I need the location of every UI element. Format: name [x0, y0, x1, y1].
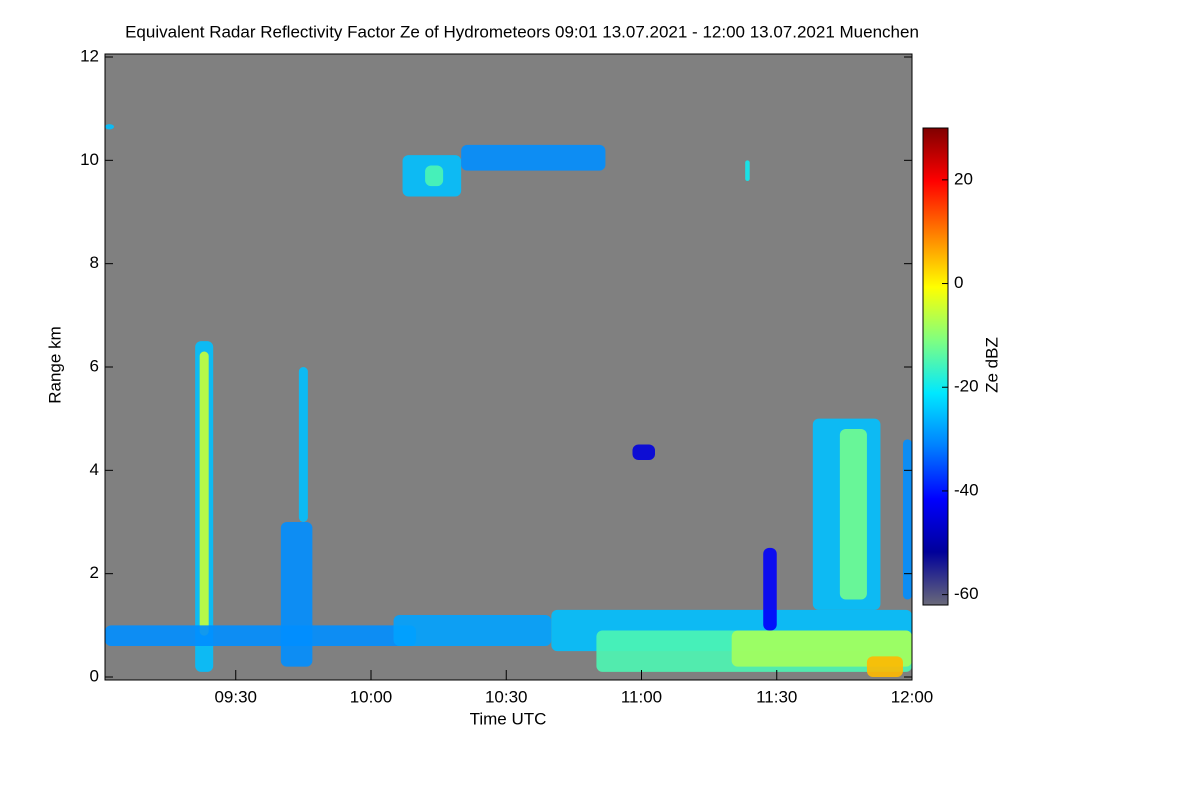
colorbar-tick-label: -40 — [954, 480, 979, 499]
y-axis-label: Range km — [45, 326, 64, 403]
x-tick-label: 09:30 — [214, 687, 257, 706]
y-tick-label: 8 — [90, 253, 99, 272]
chart-title: Equivalent Radar Reflectivity Factor Ze … — [125, 22, 919, 41]
colorbar-tick-label: -20 — [954, 377, 979, 396]
echo-cell — [461, 144, 606, 171]
colorbar-tick-label: 20 — [954, 169, 973, 188]
x-axis-label: Time UTC — [470, 709, 547, 728]
echo-cell — [393, 615, 552, 646]
x-tick-label: 11:30 — [756, 687, 797, 706]
y-tick-label: 6 — [90, 356, 99, 375]
echo-cell — [839, 429, 867, 600]
echo-cell — [105, 625, 417, 646]
x-tick-label: 12:00 — [891, 687, 934, 706]
y-tick-label: 4 — [90, 460, 99, 479]
x-tick-label: 10:00 — [350, 687, 393, 706]
y-tick-label: 0 — [90, 666, 99, 685]
x-tick-label: 10:30 — [485, 687, 528, 706]
y-tick-label: 10 — [80, 150, 99, 169]
echo-cell — [763, 547, 777, 631]
colorbar — [922, 127, 949, 606]
echo-cell — [199, 351, 209, 636]
y-tick-label: 12 — [80, 46, 99, 65]
echo-cell — [298, 367, 308, 522]
echo-cell — [866, 656, 903, 677]
echo-cell — [745, 160, 750, 181]
colorbar-tick-label: -60 — [954, 584, 979, 603]
echo-cell — [731, 630, 912, 667]
colorbar-tick-label: 0 — [954, 273, 963, 292]
echo-cell — [425, 165, 444, 187]
echo-cell — [632, 444, 656, 460]
x-tick-label: 11:00 — [621, 687, 662, 706]
colorbar-label: Ze dBZ — [982, 337, 1001, 393]
echo-cell — [902, 439, 912, 600]
y-tick-label: 2 — [90, 563, 99, 582]
echo-cell — [105, 124, 115, 130]
